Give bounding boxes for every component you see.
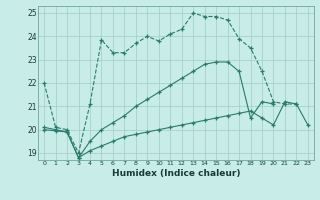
X-axis label: Humidex (Indice chaleur): Humidex (Indice chaleur) xyxy=(112,169,240,178)
